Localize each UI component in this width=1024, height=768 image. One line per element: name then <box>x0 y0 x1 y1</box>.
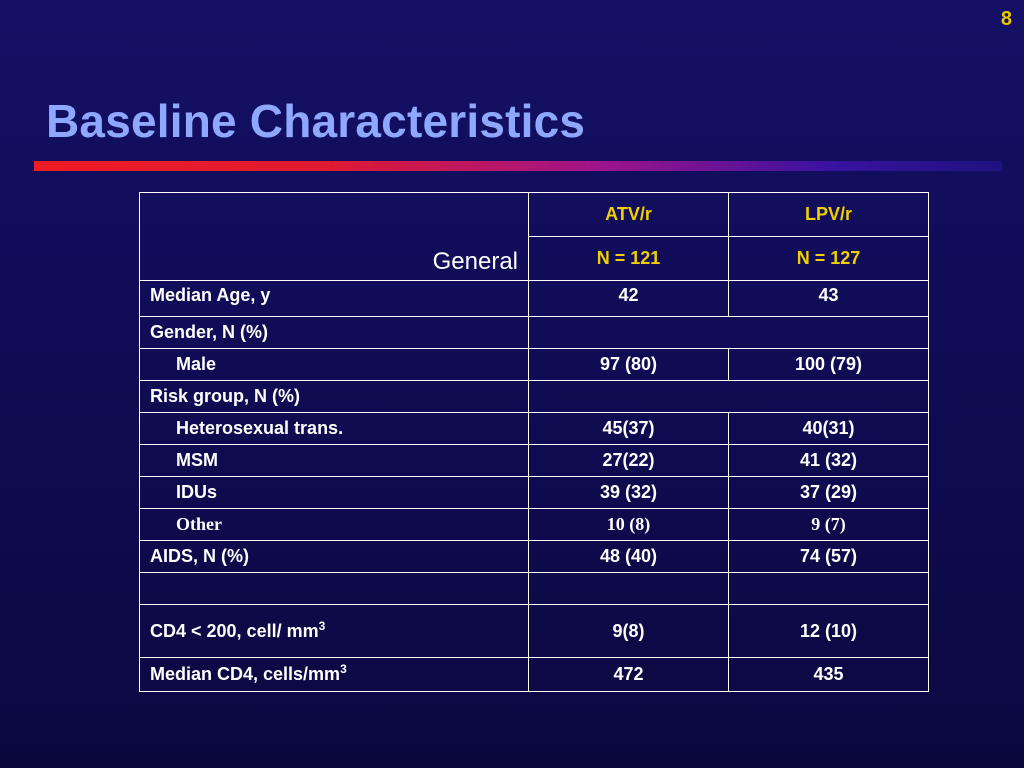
column-n-atv: N = 121 <box>528 236 729 281</box>
row-label: Male <box>139 348 529 381</box>
cell-atv: 48 (40) <box>528 540 729 573</box>
row-label: Other <box>139 508 529 541</box>
cell-atv: 9(8) <box>528 604 729 658</box>
column-header-atv: ATV/r <box>528 192 729 237</box>
title-underline <box>34 161 1002 171</box>
row-label: Risk group, N (%) <box>139 380 529 413</box>
row-label: AIDS, N (%) <box>139 540 529 573</box>
row-label: Heterosexual trans. <box>139 412 529 445</box>
row-label: MSM <box>139 444 529 477</box>
cell-atv: 472 <box>528 657 729 692</box>
empty-cell <box>728 572 929 605</box>
row-label: IDUs <box>139 476 529 509</box>
table-row: Median CD4, cells/mm3 472 435 <box>139 657 929 692</box>
row-label-text: CD4 < 200, cell/ mm <box>150 620 319 641</box>
table-row: Risk group, N (%) <box>139 380 929 413</box>
header-row-arms: General ATV/r LPV/r <box>139 192 929 281</box>
column-n-lpv: N = 127 <box>728 236 929 281</box>
empty-cell <box>139 572 529 605</box>
cell-lpv: 9 (7) <box>728 508 929 541</box>
row-label: CD4 < 200, cell/ mm3 <box>139 604 529 658</box>
empty-cell <box>528 380 929 413</box>
table-row: AIDS, N (%) 48 (40) 74 (57) <box>139 540 929 573</box>
table-row: Gender, N (%) <box>139 316 929 349</box>
cell-lpv: 37 (29) <box>728 476 929 509</box>
row-label: Median Age, y <box>139 280 529 317</box>
cell-lpv: 435 <box>728 657 929 692</box>
slide-title: Baseline Characteristics <box>46 95 586 147</box>
cell-atv: 10 (8) <box>528 508 729 541</box>
cell-atv: 42 <box>528 280 729 317</box>
cell-atv: 39 (32) <box>528 476 729 509</box>
table-row: Heterosexual trans. 45(37) 40(31) <box>139 412 929 445</box>
row-label: Median CD4, cells/mm3 <box>139 657 529 692</box>
empty-cell <box>528 572 729 605</box>
empty-cell <box>528 316 929 349</box>
superscript: 3 <box>318 618 326 633</box>
superscript: 3 <box>340 662 347 676</box>
cell-lpv: 100 (79) <box>728 348 929 381</box>
table-row: Median Age, y 42 43 <box>139 280 929 317</box>
table-row-empty <box>139 572 929 605</box>
row-label: Gender, N (%) <box>139 316 529 349</box>
cell-atv: 45(37) <box>528 412 729 445</box>
cell-lpv: 43 <box>728 280 929 317</box>
page-number: 8 <box>1000 8 1012 30</box>
row-label-text: Median CD4, cells/mm <box>150 664 341 684</box>
corner-label-general: General <box>139 192 529 281</box>
cell-lpv: 41 (32) <box>728 444 929 477</box>
cell-atv: 27(22) <box>528 444 729 477</box>
table-row: CD4 < 200, cell/ mm3 9(8) 12 (10) <box>139 604 929 658</box>
table-row: Male 97 (80) 100 (79) <box>139 348 929 381</box>
cell-atv: 97 (80) <box>528 348 729 381</box>
cell-lpv: 12 (10) <box>728 604 929 658</box>
table-row: MSM 27(22) 41 (32) <box>139 444 929 477</box>
header-row-n: N = 121 N = 127 <box>140 236 929 281</box>
baseline-table: General ATV/r LPV/r N = 121 N = 127 Medi… <box>139 192 929 692</box>
table-row: IDUs 39 (32) 37 (29) <box>139 476 929 509</box>
table-row: Other 10 (8) 9 (7) <box>139 508 929 541</box>
cell-lpv: 74 (57) <box>728 540 929 573</box>
column-header-lpv: LPV/r <box>728 192 929 237</box>
cell-lpv: 40(31) <box>728 412 929 445</box>
